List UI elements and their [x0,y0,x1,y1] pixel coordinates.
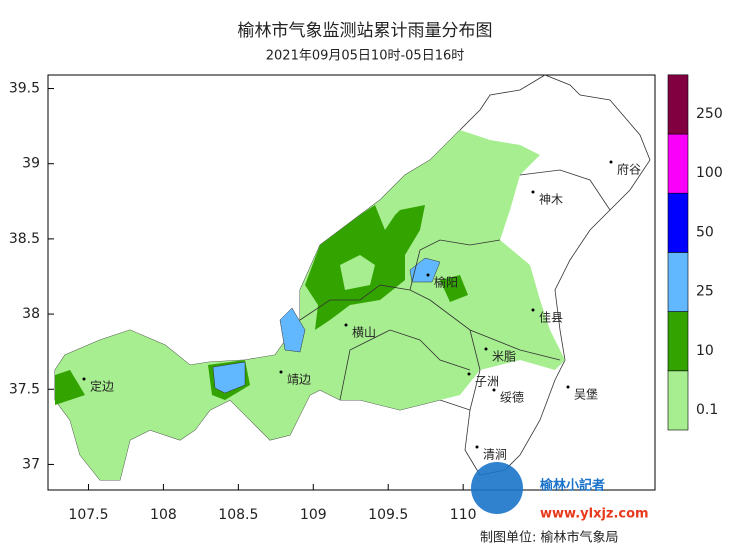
footer: 制图单位: 榆林市气象局 [480,530,619,546]
y-tick-label: 39.5 [9,81,40,97]
legend-swatch [667,370,689,431]
legend-label: 0.1 [696,402,718,418]
place-label: 府谷 [617,162,641,177]
place-dot [467,372,471,376]
place-dot [279,370,283,374]
y-tick-label: 38 [22,306,40,322]
place-label: 清涧 [483,448,507,462]
place-label: 神木 [539,193,563,207]
watermark-url: www.ylxjz.com [540,507,649,522]
x-tick-label: 108.5 [218,507,258,523]
title: 榆林市气象监测站累计雨量分布图 [238,21,493,41]
legend-swatch [667,192,689,253]
x-tick-label: 109.5 [368,507,408,523]
legend-swatch [667,252,689,312]
place-label: 定边 [90,379,114,394]
place-label: 横山 [352,326,376,340]
place-label: 米脂 [492,349,516,364]
place-dot [492,388,496,392]
x-tick-label: 110 [450,507,477,523]
legend-label: 10 [696,343,714,359]
place-dot [475,445,479,449]
watermark-logo [471,462,523,514]
place-dot [82,377,86,381]
legend-swatch [667,133,689,194]
place-label: 靖边 [287,373,311,387]
place-dot [531,308,535,312]
place-dot [609,160,613,164]
legend-label: 50 [696,224,714,240]
place-label: 吴堡 [574,387,598,402]
y-tick-label: 38.5 [9,231,40,247]
place-dot [531,190,535,194]
x-tick-label: 107.5 [68,507,108,523]
subtitle: 2021年09月05日10时-05日16时 [266,49,465,64]
legend-swatch [667,311,689,372]
y-tick-label: 37.5 [9,381,40,397]
legend-label: 250 [696,106,723,122]
place-label: 绥德 [500,390,524,405]
region [54,74,651,481]
place-label: 佳县 [539,311,563,325]
place-label: 子洲 [475,375,499,389]
x-tick-label: 109 [300,507,327,523]
place-dot [344,323,348,327]
place-dot [484,347,488,351]
legend-swatch [667,74,689,135]
place-dot [566,385,570,389]
place-label: 榆阳 [434,275,458,290]
legend-label: 100 [696,165,723,181]
place-dot [426,273,430,277]
legend-label: 25 [696,284,714,300]
x-tick-label: 108 [150,507,177,523]
watermark-name: 榆林小記者 [540,478,605,494]
y-tick-label: 39 [22,156,40,172]
y-tick-label: 37 [22,456,40,472]
